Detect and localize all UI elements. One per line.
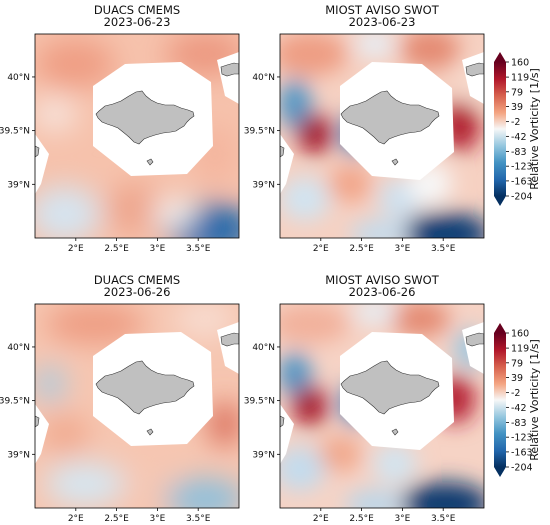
colorbar-extend-min: [494, 467, 506, 477]
colorbar-extend-min: [494, 196, 506, 206]
colorbar-tick-label: -2: [511, 117, 520, 128]
lon-tick-label: 3.5°E: [186, 514, 211, 524]
panel-title-p2: MIOST AVISO SWOT 2023-06-23: [325, 3, 439, 29]
colorbar-tick-label: 119: [511, 73, 529, 84]
panel-title-p3: DUACS CMEMS 2023-06-26: [94, 273, 180, 299]
lat-tick-label: 39.5°N: [0, 397, 30, 407]
colorbar-tick-label: 39: [511, 373, 523, 384]
panel-title: MIOST AVISO SWOT: [325, 3, 439, 17]
colorbar-tick-label: -204: [511, 463, 533, 474]
lon-tick-label: 3°E: [149, 244, 165, 254]
colorbar-tick-label: 39: [511, 102, 523, 113]
colorbar-extend-max: [494, 52, 506, 62]
colorbar-top: 160 119 79 39 -2 -42 -83 -123 -163 -204 Relative …: [494, 52, 541, 206]
lon-tick-label: 3°E: [394, 514, 410, 524]
lon-tick-label: 2°E: [313, 244, 329, 254]
panel-date: 2023-06-23: [104, 15, 171, 29]
panel-date: 2023-06-26: [104, 285, 171, 299]
lon-tick-label: 3.5°E: [431, 514, 456, 524]
lat-tick-label: 39°N: [7, 180, 30, 190]
map-panel-p2: [279, 33, 485, 239]
colorbar-tick-label: -42: [511, 132, 527, 143]
lon-tick-label: 2.5°E: [104, 514, 129, 524]
colorbar-tick-label: 160: [511, 58, 529, 69]
lat-tick-label: 39°N: [252, 180, 275, 190]
lat-tick-label: 40°N: [7, 343, 30, 353]
axis-ticks: 2°E 2.5°E 3°E 3.5°E 40°N 39.5°N 39°N 2°E 2.5°E 3°…: [0, 73, 456, 524]
colorbar-tick-label: 160: [511, 329, 529, 340]
colorbar-tick-label: -42: [511, 403, 527, 414]
panel-date: 2023-06-23: [349, 15, 416, 29]
lon-tick-label: 2°E: [68, 244, 84, 254]
lon-tick-label: 3.5°E: [186, 244, 211, 254]
panel-title-p1: DUACS CMEMS 2023-06-23: [94, 3, 180, 29]
colorbar-ticks: 160 119 79 39 -2 -42 -83 -123 -163 -204: [506, 329, 533, 474]
colorbar-tick-label: -2: [511, 388, 520, 399]
colorbar-bar: [494, 333, 506, 467]
colorbar-tick-label: 79: [511, 358, 523, 369]
lon-tick-label: 2°E: [68, 514, 84, 524]
lat-tick-label: 39°N: [7, 450, 30, 460]
colorbar-ticks: 160 119 79 39 -2 -42 -83 -123 -163 -204: [506, 58, 533, 203]
lon-tick-label: 2.5°E: [104, 244, 129, 254]
lon-tick-label: 3.5°E: [431, 244, 456, 254]
lat-tick-label: 39°N: [252, 450, 275, 460]
colorbar-extend-max: [494, 323, 506, 333]
colorbar-label: Relative Vorticity [1/s]: [528, 68, 541, 190]
map-panel-p4: [279, 303, 485, 509]
lat-tick-label: 40°N: [7, 73, 30, 83]
lon-tick-label: 2.5°E: [349, 514, 374, 524]
lat-tick-label: 39.5°N: [0, 127, 30, 137]
panel-date: 2023-06-26: [349, 285, 416, 299]
panel-title-p4: MIOST AVISO SWOT 2023-06-26: [325, 273, 439, 299]
colorbar-tick-label: 119: [511, 344, 529, 355]
panel-title: DUACS CMEMS: [94, 273, 180, 287]
colorbar-tick-label: 79: [511, 87, 523, 98]
lon-tick-label: 3°E: [149, 514, 165, 524]
colorbar-tick-label: -163: [511, 176, 533, 187]
colorbar-tick-label: -123: [511, 162, 533, 173]
map-panel-p1: [34, 33, 240, 239]
colorbar-tick-label: -123: [511, 433, 533, 444]
map-panel-p3: [34, 303, 240, 509]
colorbar-tick-label: -163: [511, 447, 533, 458]
panel-title: MIOST AVISO SWOT: [325, 273, 439, 287]
colorbar-bar: [494, 62, 506, 196]
lon-tick-label: 3°E: [394, 244, 410, 254]
colorbar-bottom: 160 119 79 39 -2 -42 -83 -123 -163 -204 Relative …: [494, 323, 541, 477]
lat-tick-label: 40°N: [252, 343, 275, 353]
colorbar-label: Relative Vorticity [1/s]: [528, 339, 541, 461]
lat-tick-label: 39.5°N: [244, 397, 275, 407]
colorbar-tick-label: -204: [511, 192, 533, 203]
colorbar-tick-label: -83: [511, 418, 527, 429]
lat-tick-label: 40°N: [252, 73, 275, 83]
lon-tick-label: 2.5°E: [349, 244, 374, 254]
colorbar-tick-label: -83: [511, 147, 527, 158]
lon-tick-label: 2°E: [313, 514, 329, 524]
panel-title: DUACS CMEMS: [94, 3, 180, 17]
lat-tick-label: 39.5°N: [244, 127, 275, 137]
